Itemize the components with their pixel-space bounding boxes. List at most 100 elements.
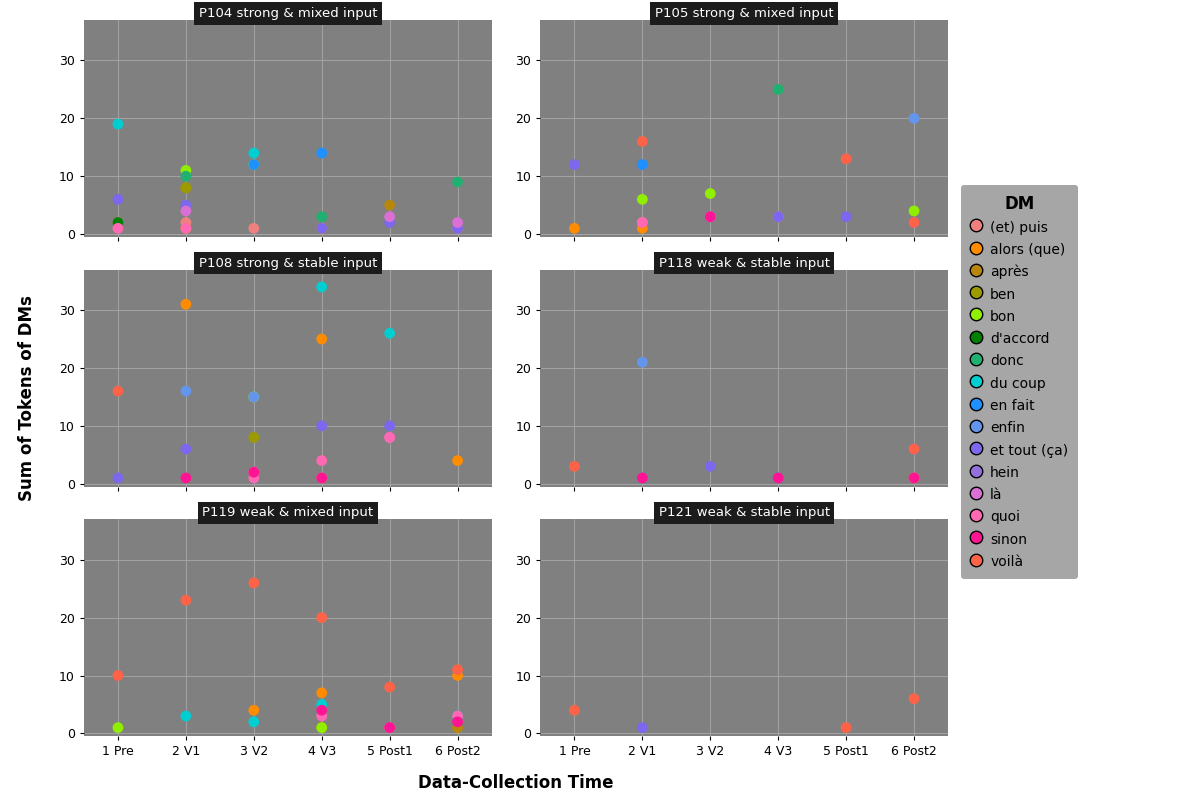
Point xyxy=(380,721,400,734)
Point xyxy=(905,471,924,484)
Point xyxy=(312,280,331,293)
Point xyxy=(380,681,400,693)
Point xyxy=(701,210,720,223)
Point xyxy=(245,466,264,478)
Point xyxy=(905,205,924,217)
Point xyxy=(632,222,652,235)
Point xyxy=(768,210,787,223)
Point xyxy=(312,611,331,624)
Point xyxy=(380,431,400,444)
Text: Data-Collection Time: Data-Collection Time xyxy=(419,774,613,792)
Point xyxy=(312,210,331,223)
Point xyxy=(701,210,720,223)
Point xyxy=(905,443,924,455)
Point xyxy=(701,460,720,473)
Point xyxy=(380,217,400,229)
Point xyxy=(380,327,400,340)
Point xyxy=(448,176,467,189)
Point xyxy=(380,199,400,212)
Point xyxy=(108,222,127,235)
Point xyxy=(380,721,400,734)
Point xyxy=(380,431,400,444)
Point xyxy=(176,170,196,182)
Point xyxy=(312,704,331,716)
Point xyxy=(245,158,264,171)
Point xyxy=(245,431,264,444)
Point xyxy=(176,298,196,310)
Point xyxy=(245,471,264,484)
Point xyxy=(836,210,856,223)
Point xyxy=(312,721,331,734)
Point xyxy=(632,217,652,229)
Point xyxy=(905,217,924,229)
Point xyxy=(768,471,787,484)
Point xyxy=(380,419,400,432)
Point xyxy=(632,158,652,171)
Point xyxy=(312,222,331,235)
Point xyxy=(448,222,467,235)
Point xyxy=(245,391,264,404)
Point xyxy=(448,710,467,723)
Point xyxy=(176,217,196,229)
Point xyxy=(245,146,264,159)
Point xyxy=(565,460,584,473)
Title: P119 weak & mixed input: P119 weak & mixed input xyxy=(203,506,373,519)
Point xyxy=(448,716,467,728)
Point xyxy=(312,710,331,723)
Point xyxy=(176,181,196,194)
Point xyxy=(108,669,127,682)
Point xyxy=(632,135,652,148)
Point xyxy=(108,721,127,734)
Point xyxy=(245,222,264,235)
Point xyxy=(176,181,196,194)
Title: P104 strong & mixed input: P104 strong & mixed input xyxy=(198,7,377,20)
Point xyxy=(245,716,264,728)
Point xyxy=(448,455,467,467)
Point xyxy=(565,158,584,171)
Point xyxy=(836,721,856,734)
Point xyxy=(701,210,720,223)
Point xyxy=(380,210,400,223)
Point xyxy=(448,222,467,235)
Point xyxy=(108,193,127,205)
Point xyxy=(176,443,196,455)
Point xyxy=(632,217,652,229)
Point xyxy=(312,721,331,734)
Point xyxy=(632,721,652,734)
Title: P118 weak & stable input: P118 weak & stable input xyxy=(659,256,829,270)
Point xyxy=(905,443,924,455)
Point xyxy=(632,356,652,369)
Text: Sum of Tokens of DMs: Sum of Tokens of DMs xyxy=(18,295,36,501)
Point xyxy=(312,698,331,711)
Point xyxy=(176,222,196,235)
Point xyxy=(312,146,331,159)
Point xyxy=(245,158,264,171)
Point xyxy=(905,217,924,229)
Point xyxy=(632,193,652,205)
Point xyxy=(836,153,856,166)
Point xyxy=(108,217,127,229)
Point xyxy=(701,210,720,223)
Point xyxy=(176,384,196,397)
Point xyxy=(312,686,331,699)
Point xyxy=(176,205,196,217)
Title: P121 weak & stable input: P121 weak & stable input xyxy=(659,506,829,519)
Point xyxy=(768,471,787,484)
Point xyxy=(245,576,264,589)
Point xyxy=(176,594,196,607)
Point xyxy=(701,187,720,200)
Point xyxy=(312,471,331,484)
Point xyxy=(245,466,264,478)
Point xyxy=(176,222,196,235)
Point xyxy=(245,391,264,404)
Point xyxy=(448,721,467,734)
Point xyxy=(176,164,196,177)
Point xyxy=(905,471,924,484)
Point xyxy=(448,669,467,682)
Point xyxy=(448,217,467,229)
Point xyxy=(312,222,331,235)
Point xyxy=(108,217,127,229)
Point xyxy=(312,471,331,484)
Point xyxy=(108,471,127,484)
Title: P108 strong & stable input: P108 strong & stable input xyxy=(198,256,377,270)
